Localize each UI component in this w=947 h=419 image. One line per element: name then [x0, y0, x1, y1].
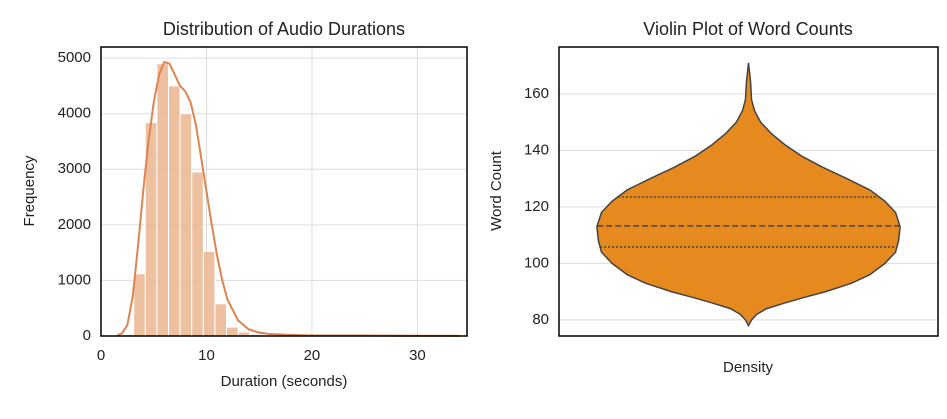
y-tick-label: 160	[524, 85, 549, 102]
y-tick-label: 3000	[58, 160, 91, 177]
y-tick-label: 80	[532, 311, 549, 328]
x-tick-label: 30	[409, 347, 426, 364]
y-tick-label: 1000	[58, 271, 91, 288]
violin-body	[597, 63, 900, 326]
y-tick-label: 4000	[58, 105, 91, 122]
chart-title: Distribution of Audio Durations	[163, 19, 405, 39]
bar	[227, 327, 239, 336]
y-axis-label: Word Count	[488, 150, 505, 231]
bar	[134, 274, 146, 336]
bar	[180, 114, 192, 336]
y-tick-label: 2000	[58, 216, 91, 233]
bar	[192, 172, 204, 336]
x-axis-label: Duration (seconds)	[221, 373, 348, 390]
y-axis-label: Frequency	[21, 155, 38, 226]
y-tick-label: 140	[524, 141, 549, 158]
bar	[157, 64, 169, 336]
bar	[203, 252, 215, 336]
x-tick-label: 20	[304, 347, 321, 364]
y-tick-label: 5000	[58, 49, 91, 66]
x-tick-label: 10	[198, 347, 215, 364]
y-tick-label: 120	[524, 198, 549, 215]
bar	[169, 86, 181, 336]
y-tick-label: 100	[524, 254, 549, 271]
y-tick-label: 0	[83, 327, 91, 344]
x-tick-label: 0	[97, 347, 105, 364]
chart-title: Violin Plot of Word Counts	[643, 19, 852, 39]
bar	[215, 304, 227, 336]
x-axis-label: Density	[723, 359, 774, 376]
